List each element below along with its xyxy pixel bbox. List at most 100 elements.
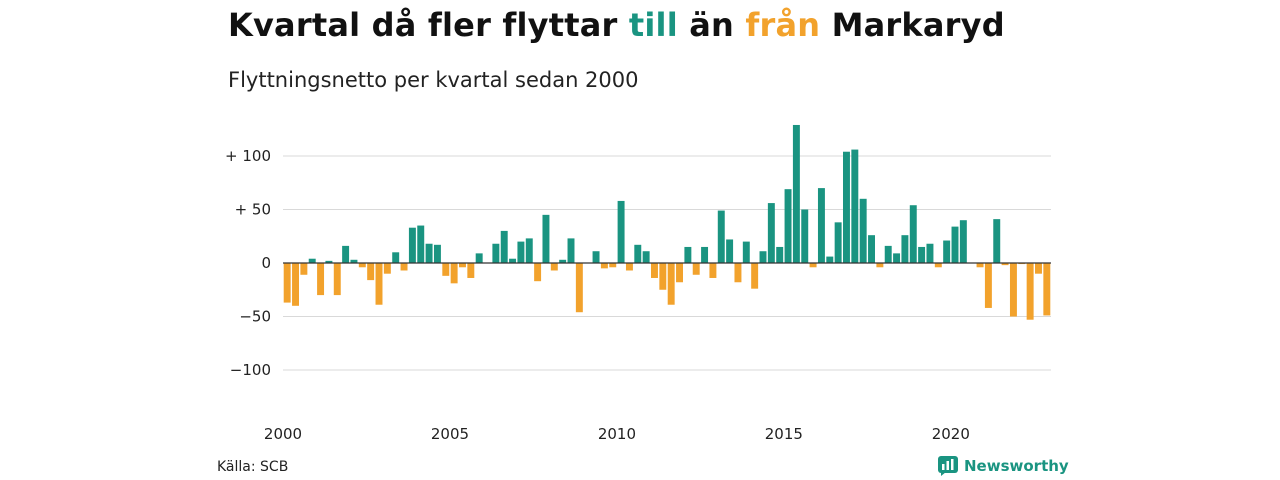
bar <box>592 251 600 263</box>
x-tick-label: 2015 <box>765 425 803 443</box>
bar <box>767 203 775 263</box>
newsworthy-logo-icon <box>938 456 958 476</box>
bar <box>567 238 575 263</box>
bar <box>926 243 934 263</box>
bar-chart: + 100 + 50 0 −50 −100 2000 2005 2010 2015 2020 <box>225 124 1051 443</box>
bar <box>659 263 667 290</box>
bar <box>876 263 884 268</box>
bar <box>634 244 642 263</box>
chart-subtitle: Flyttningsnetto per kvartal sedan 2000 <box>228 68 639 92</box>
bar <box>734 263 742 283</box>
bar <box>317 263 325 296</box>
bar <box>350 259 358 263</box>
bar <box>859 198 867 263</box>
bar <box>534 263 542 282</box>
bar <box>817 188 825 263</box>
bar <box>776 246 784 263</box>
bar <box>550 263 558 271</box>
y-tick-label: + 50 <box>235 201 271 219</box>
bar <box>801 209 809 263</box>
bar <box>834 222 842 263</box>
bar <box>751 263 759 289</box>
bar <box>884 245 892 263</box>
bar <box>617 200 625 263</box>
y-tick-label: 0 <box>261 254 271 272</box>
x-tick-label: 2010 <box>598 425 636 443</box>
bar <box>333 263 341 296</box>
bar <box>742 241 750 263</box>
bar <box>559 259 567 263</box>
bar <box>684 246 692 263</box>
bar <box>525 238 533 263</box>
bar <box>442 263 450 276</box>
bar <box>893 253 901 263</box>
source-label: Källa: SCB <box>217 459 289 475</box>
x-tick-label: 2005 <box>431 425 469 443</box>
x-tick-label: 2000 <box>264 425 302 443</box>
bar <box>600 263 608 269</box>
bar <box>475 253 483 263</box>
chart-title: Kvartal då fler flyttar till än från Mar… <box>228 6 1005 44</box>
bar <box>843 151 850 263</box>
bar <box>959 220 967 263</box>
bar <box>625 263 633 271</box>
bar <box>918 246 926 263</box>
bar <box>542 214 550 263</box>
y-tick-label: + 100 <box>225 147 271 165</box>
bar <box>1043 263 1051 316</box>
bar <box>400 263 408 271</box>
bar <box>575 263 583 313</box>
bar <box>717 210 725 263</box>
bar <box>292 263 299 306</box>
bar <box>943 240 951 263</box>
bar <box>909 205 917 263</box>
bar <box>784 189 792 263</box>
bar <box>809 263 817 268</box>
bar <box>509 258 517 263</box>
bar <box>383 263 391 274</box>
bar <box>358 263 366 268</box>
bar <box>1001 263 1009 266</box>
bar <box>826 256 834 263</box>
bar <box>701 246 709 263</box>
x-tick-label: 2020 <box>932 425 970 443</box>
y-tick-label: −50 <box>239 308 271 326</box>
bar <box>417 225 425 263</box>
bar <box>609 263 617 268</box>
bar <box>517 241 525 263</box>
bar <box>500 230 508 263</box>
bar <box>976 263 984 268</box>
bar <box>709 263 717 278</box>
bars <box>283 124 1051 320</box>
bar <box>300 263 308 275</box>
bar <box>375 263 383 305</box>
bar <box>450 263 458 284</box>
bar <box>901 235 909 263</box>
brand-logo[interactable]: Newsworthy <box>938 456 1069 476</box>
bar <box>726 239 734 263</box>
bar <box>934 263 942 268</box>
grid-lines <box>283 155 1051 371</box>
bar <box>308 258 316 263</box>
bar <box>951 226 959 263</box>
bar <box>993 219 1001 263</box>
bar <box>651 263 658 278</box>
bar <box>1009 263 1017 317</box>
bar <box>367 263 375 281</box>
bar <box>325 260 333 263</box>
bar <box>667 263 675 305</box>
bar <box>868 235 875 263</box>
bar <box>1026 263 1034 320</box>
bar <box>642 251 650 263</box>
bar <box>759 251 767 263</box>
bar <box>1035 263 1042 274</box>
bar <box>425 243 433 263</box>
bar <box>433 244 441 263</box>
bar <box>459 263 466 268</box>
bar <box>283 263 291 303</box>
y-tick-label: −100 <box>230 361 271 379</box>
brand-name: Newsworthy <box>964 457 1069 475</box>
bar <box>984 263 992 308</box>
bar <box>408 227 416 263</box>
bar <box>467 263 475 278</box>
